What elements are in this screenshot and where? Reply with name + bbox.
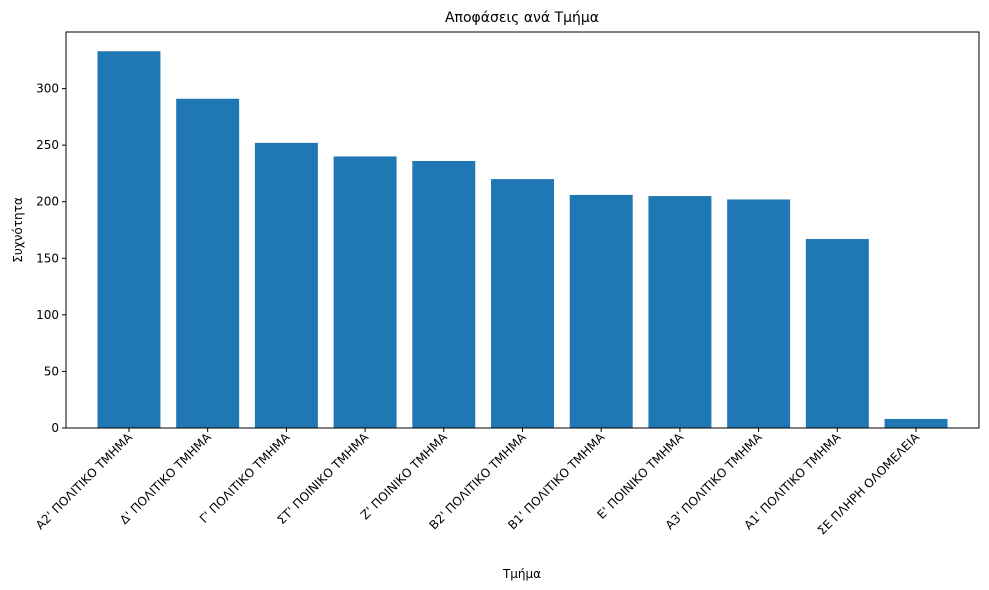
y-tick-label: 150 [36, 251, 59, 265]
chart-title: Αποφάσεις ανά Τμήμα [445, 10, 599, 26]
y-tick-label: 0 [51, 421, 59, 435]
x-tick-label: Ζ' ΠΟΙΝΙΚΟ ΤΜΗΜΑ [358, 430, 451, 523]
bar [491, 179, 554, 428]
y-tick-label: 250 [36, 138, 59, 152]
bar [333, 156, 397, 428]
y-axis-label: Συχνότητα [11, 197, 25, 263]
bar [412, 160, 476, 429]
y-tick-label: 200 [36, 195, 59, 209]
x-axis-label: Τμήμα [502, 567, 541, 581]
y-tick-label: 50 [44, 364, 59, 378]
plot-area [97, 51, 948, 429]
y-tick-label: 100 [36, 308, 59, 322]
x-tick-label: Ε' ΠΟΙΝΙΚΟ ΤΜΗΜΑ [594, 430, 686, 522]
bar [176, 98, 240, 429]
y-axis: 0 50 100 150 200 250 300 [36, 82, 66, 435]
bar [254, 142, 318, 428]
x-tick-label: Γ' ΠΟΛΙΤΙΚΟ ΤΜΗΜΑ [197, 430, 293, 526]
bar [727, 199, 791, 428]
bar [805, 239, 869, 428]
bar [569, 194, 633, 428]
bar [884, 418, 948, 428]
plot-frame [65, 31, 980, 429]
bar [648, 196, 712, 428]
y-tick-label: 300 [36, 82, 59, 96]
bar [97, 51, 161, 429]
